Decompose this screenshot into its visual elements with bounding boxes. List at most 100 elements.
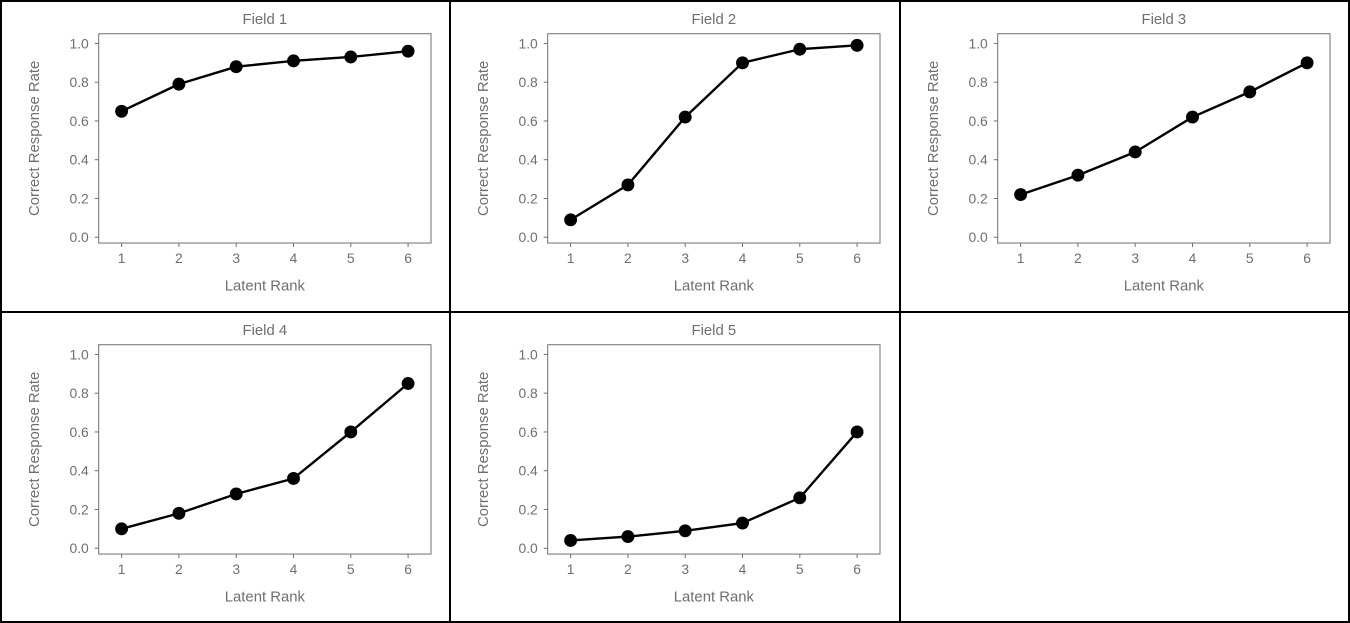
y-tick-label: 1.0: [519, 346, 539, 362]
x-tick-label: 1: [1016, 250, 1024, 266]
x-tick-label: 1: [567, 250, 575, 266]
data-marker: [851, 425, 864, 438]
y-axis-label: Correct Response Rate: [477, 61, 493, 216]
y-tick-label: 0.8: [69, 74, 89, 90]
y-tick-label: 0.0: [968, 229, 988, 245]
y-tick-label: 0.0: [519, 229, 539, 245]
data-marker: [851, 39, 864, 52]
x-tick-label: 2: [624, 560, 632, 576]
y-tick-label: 0.6: [519, 423, 539, 439]
y-tick-label: 0.2: [69, 190, 89, 206]
plot-frame: [997, 34, 1329, 243]
x-tick-label: 5: [796, 560, 804, 576]
x-tick-label: 6: [854, 250, 862, 266]
y-tick-label: 0.8: [519, 74, 539, 90]
y-tick-label: 0.4: [69, 462, 89, 478]
y-tick-label: 1.0: [519, 35, 539, 51]
y-axis-label: Correct Response Rate: [27, 371, 43, 526]
data-marker: [115, 105, 128, 118]
chart-cell: Field 41234560.00.20.40.60.81.0Latent Ra…: [1, 312, 450, 623]
x-tick-label: 2: [624, 250, 632, 266]
data-marker: [794, 43, 807, 56]
data-marker: [1071, 169, 1084, 182]
y-tick-label: 0.0: [519, 540, 539, 556]
y-axis-label: Correct Response Rate: [27, 61, 43, 216]
chart-title: Field 3: [1141, 12, 1186, 28]
x-tick-label: 4: [1188, 250, 1196, 266]
data-marker: [1300, 56, 1313, 69]
data-marker: [115, 522, 128, 535]
chart-cell: Field 11234560.00.20.40.60.81.0Latent Ra…: [1, 1, 450, 312]
empty-cell: [900, 312, 1349, 623]
chart-cell: Field 31234560.00.20.40.60.81.0Latent Ra…: [900, 1, 1349, 312]
data-marker: [1128, 146, 1141, 159]
y-tick-label: 0.0: [69, 229, 89, 245]
x-tick-label: 1: [118, 250, 126, 266]
x-axis-label: Latent Rank: [225, 279, 306, 295]
y-tick-label: 0.2: [968, 190, 988, 206]
y-tick-label: 1.0: [968, 35, 988, 51]
y-tick-label: 0.2: [519, 190, 539, 206]
x-tick-label: 4: [290, 250, 298, 266]
y-axis-label: Correct Response Rate: [477, 371, 493, 526]
x-axis-label: Latent Rank: [1123, 279, 1204, 295]
data-marker: [172, 78, 185, 91]
y-tick-label: 0.8: [968, 74, 988, 90]
data-marker: [230, 60, 243, 73]
data-line: [1020, 63, 1306, 195]
data-marker: [622, 178, 635, 191]
x-tick-label: 3: [682, 560, 690, 576]
chart-title: Field 5: [692, 322, 737, 338]
data-marker: [736, 56, 749, 69]
data-marker: [172, 506, 185, 519]
y-tick-label: 0.0: [69, 540, 89, 556]
y-tick-label: 0.6: [69, 423, 89, 439]
x-tick-label: 2: [1074, 250, 1082, 266]
data-line: [122, 383, 408, 528]
x-axis-label: Latent Rank: [674, 589, 755, 605]
data-marker: [564, 213, 577, 226]
x-axis-label: Latent Rank: [674, 279, 755, 295]
chart-title: Field 4: [243, 322, 288, 338]
chart-title: Field 1: [243, 12, 288, 28]
data-marker: [344, 51, 357, 64]
y-tick-label: 0.2: [69, 501, 89, 517]
x-tick-label: 2: [175, 560, 183, 576]
data-marker: [402, 377, 415, 390]
x-tick-label: 3: [232, 560, 240, 576]
data-marker: [402, 45, 415, 58]
data-marker: [679, 111, 692, 124]
x-tick-label: 5: [1246, 250, 1254, 266]
data-marker: [1243, 85, 1256, 98]
plot-frame: [99, 34, 431, 243]
y-tick-label: 0.4: [968, 152, 988, 168]
y-tick-label: 0.4: [519, 462, 539, 478]
x-tick-label: 4: [739, 250, 747, 266]
data-marker: [794, 491, 807, 504]
x-tick-label: 6: [404, 250, 412, 266]
x-tick-label: 5: [796, 250, 804, 266]
data-line: [571, 431, 857, 540]
y-tick-label: 0.6: [519, 113, 539, 129]
x-tick-label: 4: [739, 560, 747, 576]
data-marker: [1186, 111, 1199, 124]
chart-cell: Field 51234560.00.20.40.60.81.0Latent Ra…: [450, 312, 899, 623]
x-tick-label: 6: [1303, 250, 1311, 266]
y-tick-label: 0.8: [519, 385, 539, 401]
plot-frame: [548, 34, 880, 243]
x-tick-label: 6: [404, 560, 412, 576]
x-tick-label: 5: [347, 250, 355, 266]
data-marker: [564, 534, 577, 547]
y-tick-label: 0.8: [69, 385, 89, 401]
x-tick-label: 3: [232, 250, 240, 266]
chart-title: Field 2: [692, 12, 737, 28]
x-tick-label: 1: [118, 560, 126, 576]
y-axis-label: Correct Response Rate: [926, 61, 942, 216]
x-axis-label: Latent Rank: [225, 589, 306, 605]
y-tick-label: 0.4: [519, 152, 539, 168]
y-tick-label: 0.6: [69, 113, 89, 129]
data-marker: [230, 487, 243, 500]
x-tick-label: 2: [175, 250, 183, 266]
plot-frame: [548, 344, 880, 553]
y-tick-label: 1.0: [69, 35, 89, 51]
